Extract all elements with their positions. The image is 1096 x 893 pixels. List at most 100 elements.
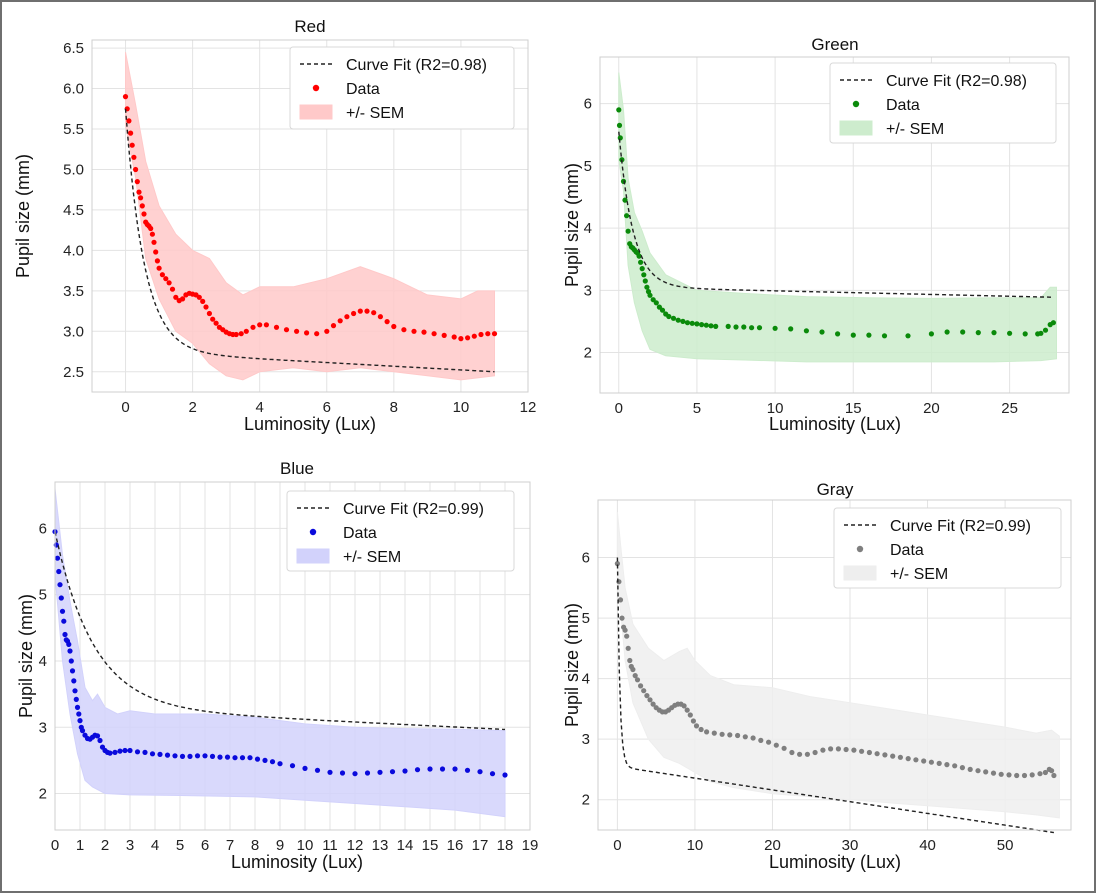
data-point xyxy=(131,154,137,160)
data-point xyxy=(194,753,201,759)
data-point xyxy=(269,759,276,765)
data-point xyxy=(704,729,710,735)
y-tick-label: 6.5 xyxy=(63,40,84,57)
data-point xyxy=(698,726,704,733)
data-point xyxy=(684,320,691,326)
y-tick-label: 5 xyxy=(39,587,47,604)
x-tick-label: 16 xyxy=(447,837,464,854)
legend-box xyxy=(833,507,1062,589)
data-point xyxy=(693,723,700,729)
chart-title: Red xyxy=(294,17,325,36)
data-point xyxy=(172,753,178,759)
chart-title: Blue xyxy=(280,459,314,478)
data-point xyxy=(812,749,818,756)
x-tick-label: 4 xyxy=(256,399,264,416)
data-point xyxy=(936,760,942,767)
data-point xyxy=(277,761,283,767)
x-axis-label: Luminosity (Lux) xyxy=(244,414,376,434)
data-point xyxy=(68,658,74,664)
y-axis-label: Pupil size (mm) xyxy=(562,603,582,727)
data-point xyxy=(627,657,633,664)
data-point xyxy=(169,286,176,292)
data-point xyxy=(804,751,811,757)
x-axis-label: Luminosity (Lux) xyxy=(231,852,363,872)
data-point xyxy=(61,618,67,624)
data-point xyxy=(617,597,624,603)
data-point xyxy=(149,231,155,237)
data-point xyxy=(850,332,856,338)
data-point xyxy=(364,308,370,314)
data-point xyxy=(94,733,101,739)
data-point xyxy=(206,310,212,317)
sem-band xyxy=(618,72,1057,363)
x-tick-label: 11 xyxy=(322,837,338,854)
x-tick-label: 50 xyxy=(997,837,1014,854)
data-point xyxy=(452,766,458,772)
y-tick-label: 4.5 xyxy=(63,202,84,219)
data-point xyxy=(239,755,246,761)
data-point xyxy=(148,225,154,232)
data-point xyxy=(619,615,625,621)
x-tick-label: 8 xyxy=(251,837,259,854)
sem-band xyxy=(616,512,1060,819)
data-point xyxy=(666,313,672,320)
data-point xyxy=(960,329,966,335)
data-point xyxy=(139,203,145,209)
data-point xyxy=(126,118,132,124)
data-point xyxy=(173,294,179,300)
data-point xyxy=(905,756,911,762)
data-point xyxy=(689,320,695,326)
data-point xyxy=(209,753,216,760)
data-point xyxy=(76,711,82,717)
data-point xyxy=(213,320,219,326)
data-point xyxy=(1014,772,1020,779)
data-point xyxy=(465,335,471,341)
data-point xyxy=(151,239,157,245)
data-point xyxy=(913,757,919,763)
x-tick-label: 1 xyxy=(76,837,84,854)
legend-fit-label: Curve Fit (R2=0.98) xyxy=(346,57,487,74)
legend-data-label: Data xyxy=(343,525,377,542)
data-point xyxy=(1022,331,1028,337)
y-tick-label: 5 xyxy=(582,610,590,627)
legend-band-swatch xyxy=(299,104,333,120)
legend-band-swatch xyxy=(296,548,330,564)
legend-box xyxy=(286,490,515,572)
data-point xyxy=(819,329,825,335)
data-point xyxy=(71,678,77,684)
data-point xyxy=(337,318,343,324)
x-tick-label: 18 xyxy=(497,837,514,854)
data-point xyxy=(263,322,269,328)
data-point xyxy=(622,627,628,633)
y-axis-label: Pupil size (mm) xyxy=(13,154,33,278)
data-point xyxy=(136,189,142,195)
sem-band xyxy=(54,488,506,818)
data-point xyxy=(727,732,733,738)
data-point xyxy=(650,701,656,707)
data-point xyxy=(344,314,350,320)
data-point xyxy=(711,730,717,736)
x-tick-label: 5 xyxy=(176,837,184,854)
y-axis-label: Pupil size (mm) xyxy=(16,594,36,718)
data-point xyxy=(905,333,911,339)
data-point xyxy=(56,568,62,575)
data-point xyxy=(1007,330,1013,336)
data-point xyxy=(491,331,498,337)
data-point xyxy=(735,732,741,739)
y-tick-label: 5.0 xyxy=(63,161,84,178)
data-point xyxy=(866,749,873,756)
data-point xyxy=(200,298,206,304)
axes-frame xyxy=(54,481,531,831)
y-tick-label: 4 xyxy=(582,671,590,688)
data-point xyxy=(62,631,68,638)
data-point xyxy=(638,683,644,689)
y-tick-label: 3 xyxy=(584,282,592,299)
data-point xyxy=(874,751,880,757)
data-point xyxy=(642,278,648,284)
data-point xyxy=(377,769,383,775)
y-tick-label: 6 xyxy=(39,520,47,537)
y-axis-label: Pupil size (mm) xyxy=(562,163,582,287)
data-point xyxy=(257,322,263,328)
x-tick-label: 0 xyxy=(613,837,621,854)
